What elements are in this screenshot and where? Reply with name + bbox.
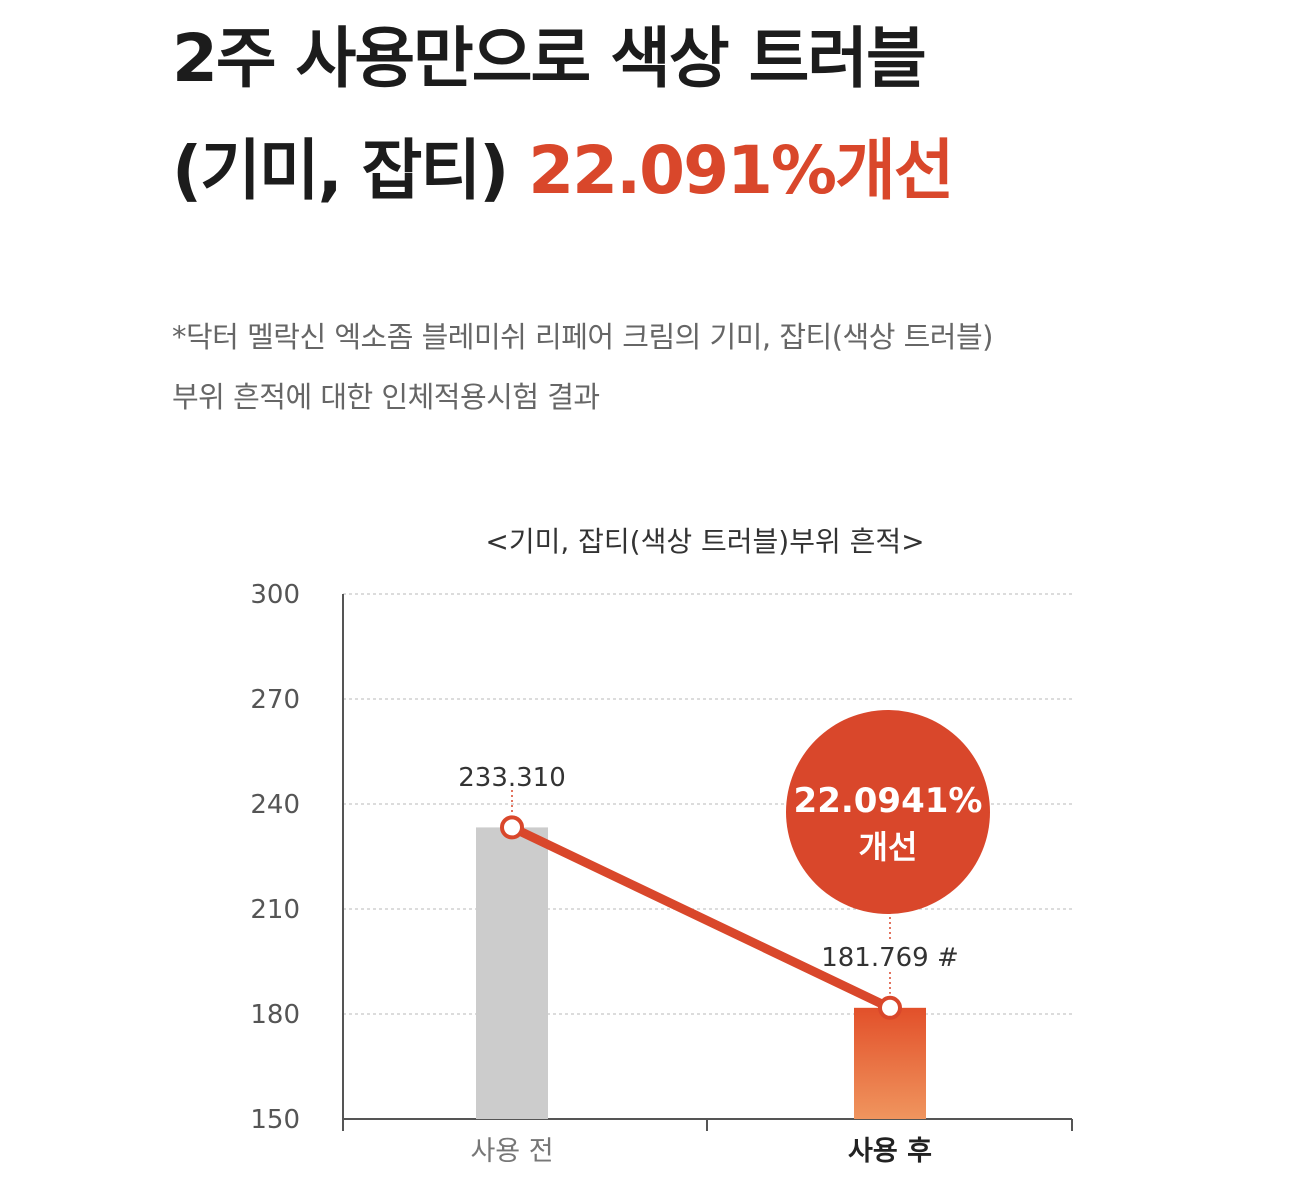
chart-title: <기미, 잡티(색상 트러블)부위 흔적>: [485, 525, 925, 558]
y-tick-label: 300: [250, 580, 300, 610]
data-point: [500, 815, 524, 840]
trend-line: [507, 822, 895, 1013]
value-label-after: 181.769 #: [821, 943, 959, 973]
callout-label: 개선: [859, 828, 918, 866]
improvement-callout: [786, 710, 990, 914]
value-label-before: 233.310: [458, 763, 566, 793]
y-tick-label: 210: [250, 895, 300, 925]
bar-before: [476, 827, 548, 1119]
y-tick-label: 240: [250, 790, 300, 820]
y-tick-label: 180: [250, 1000, 300, 1030]
footnote-line-2: 부위 흔적에 대한 인체적용시험 결과: [172, 380, 600, 414]
bar-after: [854, 1007, 926, 1119]
category-label-before: 사용 전: [470, 1136, 553, 1167]
y-tick-label: 270: [250, 685, 300, 715]
callout-percent: 22.0941%: [794, 781, 983, 821]
data-point: [878, 995, 902, 1020]
headline-prefix: (기미, 잡티): [172, 132, 509, 209]
headline-line-2: (기미, 잡티) 22.091%개선: [172, 138, 955, 204]
headline-line-1: 2주 사용만으로 색상 트러블: [172, 20, 927, 97]
headline-accent: 22.091%개선: [528, 132, 954, 209]
category-label-after: 사용 후: [848, 1136, 932, 1167]
y-tick-label: 150: [250, 1105, 300, 1135]
footnote-line-1: *닥터 멜락신 엑소좀 블레미쉬 리페어 크림의 기미, 잡티(색상 트러블): [172, 320, 993, 354]
